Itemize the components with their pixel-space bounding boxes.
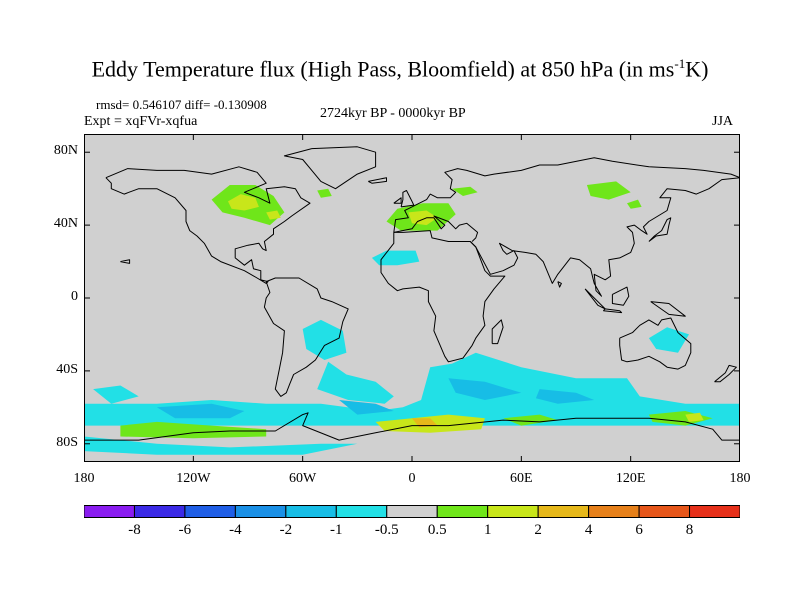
coastline-15 bbox=[619, 317, 692, 370]
colorbar-label-7: 1 bbox=[483, 522, 492, 538]
lon-label-4: 60E bbox=[510, 471, 533, 486]
coastline-4 bbox=[393, 157, 740, 233]
contour-region-9 bbox=[371, 250, 420, 266]
contour-region-8 bbox=[627, 199, 642, 209]
coastline-12 bbox=[602, 308, 623, 314]
colorbar-swatch-10 bbox=[588, 505, 640, 518]
colorbar bbox=[84, 505, 740, 518]
coastline-1 bbox=[283, 146, 377, 190]
contour-region-10 bbox=[302, 319, 347, 360]
colorbar-swatch-6 bbox=[386, 505, 438, 518]
colorbar-swatch-8 bbox=[487, 505, 539, 518]
coastline-19 bbox=[120, 259, 131, 264]
contour-region-3 bbox=[317, 188, 332, 198]
coastline-5 bbox=[393, 215, 479, 242]
colorbar-swatch-11 bbox=[638, 505, 691, 518]
contour-region-24 bbox=[685, 412, 704, 422]
coastline-2 bbox=[263, 277, 349, 397]
coastline-20 bbox=[557, 281, 562, 288]
map-panel bbox=[84, 134, 740, 462]
coastline-14 bbox=[650, 301, 686, 317]
coastline-10 bbox=[648, 217, 672, 242]
lon-label-5: 120E bbox=[615, 471, 646, 486]
stats-label: rmsd= 0.546107 diff= -0.130908 bbox=[96, 97, 267, 112]
colorbar-label-10: 6 bbox=[635, 522, 643, 538]
contour-region-14 bbox=[84, 352, 740, 426]
lon-label-1: 120W bbox=[176, 471, 211, 486]
colorbar-label-3: -2 bbox=[279, 522, 293, 538]
colorbar-label-5: -0.5 bbox=[374, 522, 399, 538]
coastline-18 bbox=[84, 412, 740, 441]
season-label: JJA bbox=[712, 114, 734, 129]
colorbar-label-1: -6 bbox=[178, 522, 192, 538]
lat-label-4: 80S bbox=[56, 434, 78, 450]
colorbar-label-8: 2 bbox=[534, 522, 542, 538]
lat-label-3: 40S bbox=[56, 361, 78, 377]
period-label: 2724kyr BP - 0000kyr BP bbox=[320, 106, 466, 121]
coastline-6 bbox=[469, 177, 740, 297]
lon-label-2: 60W bbox=[289, 471, 317, 486]
contour-region-19 bbox=[120, 421, 267, 439]
experiment-label: Expt = xqFVr-xqfua bbox=[84, 114, 198, 129]
contour-region-1 bbox=[228, 194, 259, 211]
plot-title-exponent: -1 bbox=[674, 56, 686, 71]
coastline-17 bbox=[491, 319, 504, 345]
colorbar-label-4: -1 bbox=[330, 522, 343, 538]
map-ticks bbox=[84, 134, 740, 462]
plot-title-text: Eddy Temperature flux (High Pass, Bloomf… bbox=[91, 56, 675, 82]
coastline-16 bbox=[714, 364, 737, 383]
coastline-13 bbox=[611, 286, 630, 306]
coastline-7 bbox=[400, 190, 415, 208]
colorbar-label-6: 0.5 bbox=[427, 522, 447, 538]
colorbar-label-2: -4 bbox=[229, 522, 242, 538]
colorbar-swatch-1 bbox=[133, 505, 186, 518]
contour-region-2 bbox=[266, 210, 281, 220]
contour-region-15 bbox=[156, 403, 245, 419]
colorbar-label-0: -8 bbox=[128, 522, 141, 538]
colorbar-swatch-7 bbox=[436, 505, 489, 518]
plot-title: Eddy Temperature flux (High Pass, Bloomf… bbox=[0, 56, 800, 82]
coastline-0 bbox=[105, 166, 311, 284]
contour-fields bbox=[84, 181, 740, 455]
plot-title-unit: K) bbox=[685, 56, 709, 82]
coastline-9 bbox=[368, 177, 387, 184]
colorbar-swatch-9 bbox=[537, 505, 590, 518]
contour-region-22 bbox=[503, 414, 558, 426]
contour-region-17 bbox=[448, 378, 522, 400]
contour-region-7 bbox=[586, 181, 631, 200]
contour-region-16 bbox=[339, 400, 394, 415]
lat-label-2: 0 bbox=[71, 289, 78, 304]
coastlines bbox=[84, 146, 740, 441]
colorbar-label-9: 4 bbox=[584, 522, 593, 538]
contour-region-5 bbox=[408, 210, 438, 226]
colorbar-swatch-0 bbox=[84, 505, 135, 518]
colorbar-swatch-3 bbox=[234, 505, 287, 518]
colorbar-swatch-2 bbox=[184, 505, 236, 518]
contour-region-6 bbox=[452, 186, 478, 196]
colorbar-swatch-12 bbox=[689, 505, 740, 518]
contour-region-13 bbox=[317, 361, 394, 404]
lon-label-3: 0 bbox=[408, 471, 416, 486]
lat-label-0: 80N bbox=[53, 143, 78, 159]
contour-region-18 bbox=[535, 389, 595, 404]
lat-label-1: 40N bbox=[53, 216, 78, 232]
colorbar-swatch-5 bbox=[335, 505, 388, 518]
lon-label-0: 180 bbox=[73, 471, 95, 486]
coastline-8 bbox=[393, 197, 402, 204]
colorbar-label-11: 8 bbox=[685, 522, 694, 538]
lon-label-6: 180 bbox=[729, 471, 751, 486]
contour-region-25 bbox=[84, 436, 358, 455]
contour-region-11 bbox=[93, 385, 139, 404]
colorbar-swatch-4 bbox=[285, 505, 337, 518]
